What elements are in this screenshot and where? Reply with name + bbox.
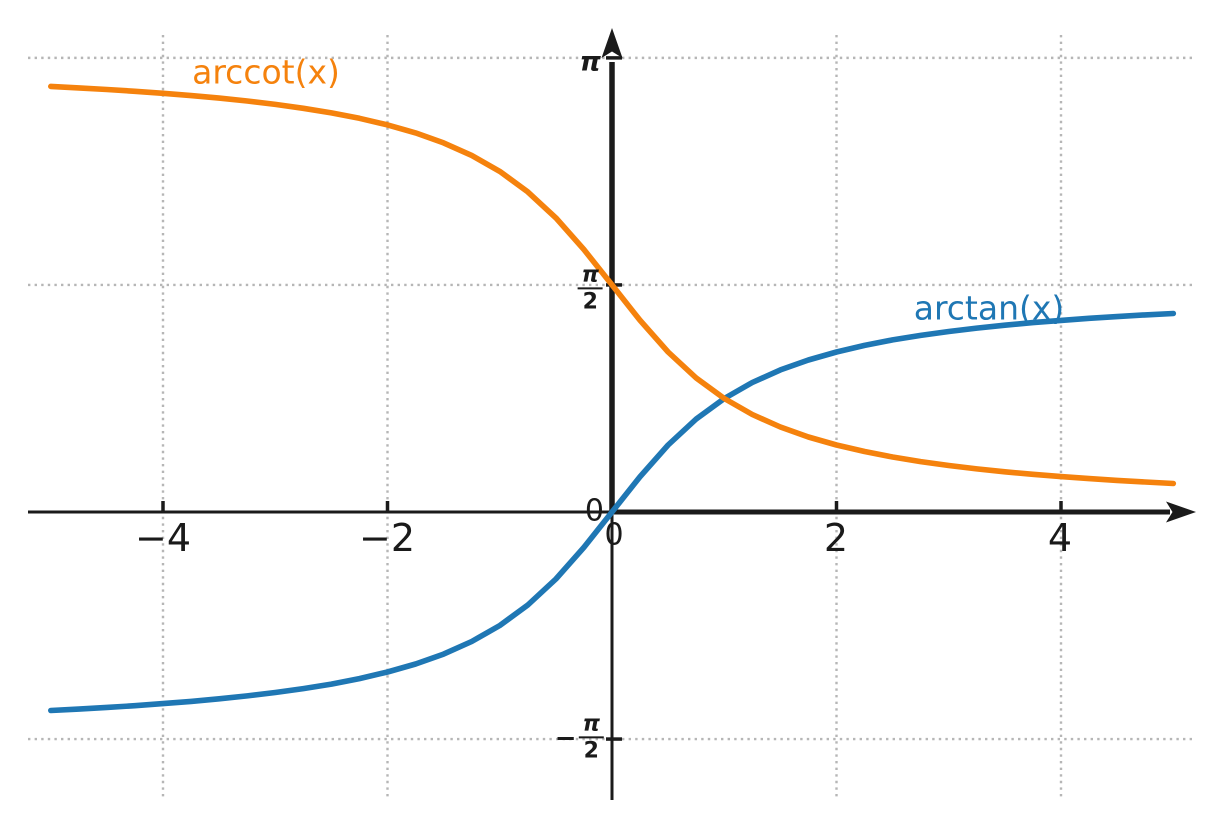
y-tick-label-neg-pi-over-2: − π 2 (555, 712, 604, 763)
curve-label-arccot: arccot(x) (192, 52, 340, 92)
y-axis-arrow (601, 28, 623, 58)
y-tick-label-0: 0 (584, 493, 604, 529)
x-tick-label-4: 4 (1047, 516, 1073, 560)
fraction-denominator: 2 (582, 289, 598, 315)
x-tick-label-2: 2 (823, 516, 849, 560)
fraction: π 2 (578, 712, 604, 764)
y-tick-label-pi-over-2: π 2 (577, 263, 603, 315)
x-tick-label-0: 0 (604, 517, 624, 553)
x-tick-label-neg-2: −2 (358, 516, 416, 560)
minus-sign: − (554, 723, 577, 753)
fraction: π 2 (577, 263, 603, 315)
fraction-numerator: π (578, 712, 604, 739)
y-tick-label-pi: π (579, 46, 601, 78)
curve-label-arctan: arctan(x) (913, 288, 1065, 328)
curve-arccot (48, 83, 1177, 487)
fraction-numerator: π (577, 263, 603, 290)
x-axis-arrow (1166, 501, 1196, 523)
x-tick-label-neg-4: −4 (134, 516, 192, 560)
fraction-denominator: 2 (583, 738, 599, 764)
curve-arctan (48, 310, 1177, 714)
